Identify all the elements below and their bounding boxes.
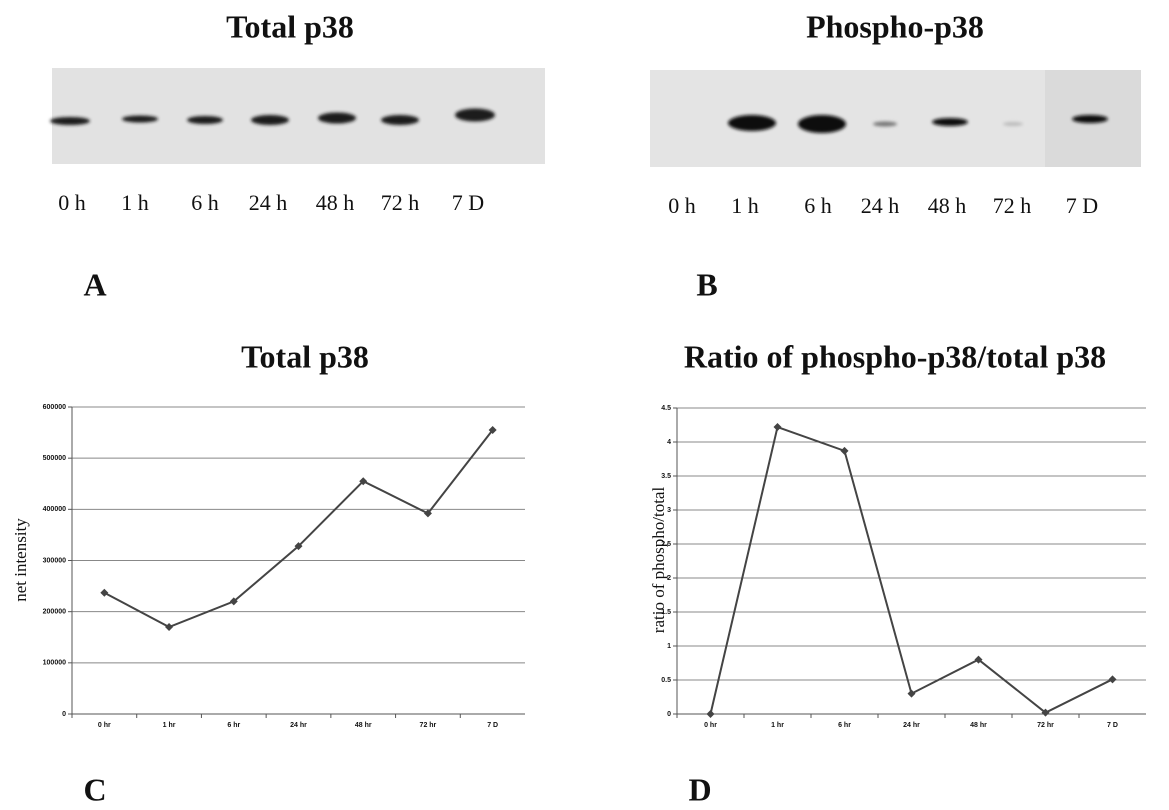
x-tick-label: 1 hr <box>771 722 784 729</box>
lane-label: 1 h <box>731 193 759 218</box>
x-tick-label: 7 D <box>1107 722 1118 729</box>
y-tick-label: 0.5 <box>661 677 671 684</box>
x-tick-label: 72 hr <box>1037 722 1054 729</box>
figure: Total p38 Phospho-p38 A B 0 h 1 h 6 h 24 h 4… <box>0 0 1169 810</box>
y-tick-label: 100000 <box>43 660 66 667</box>
data-point <box>908 690 916 698</box>
data-point <box>100 589 108 597</box>
y-axis-label: net intensity <box>11 518 30 602</box>
panel-label: C <box>83 771 106 807</box>
y-tick-label: 300000 <box>43 557 66 564</box>
y-tick-label: 0 <box>667 711 671 718</box>
x-tick-label: 48 hr <box>355 722 372 729</box>
data-point <box>707 710 715 718</box>
blot-title: Total p38 <box>226 8 354 44</box>
lane-label: 1 h <box>121 190 149 215</box>
lane-label: 24 h <box>861 193 900 218</box>
lane-label: 72 h <box>993 193 1032 218</box>
y-tick-label: 1 <box>667 643 671 650</box>
data-point <box>841 447 849 455</box>
x-tick-label: 6 hr <box>838 722 851 729</box>
lane-label: 24 h <box>249 190 288 215</box>
lane-label: 6 h <box>191 190 219 215</box>
x-tick-label: 0 hr <box>704 722 717 729</box>
y-tick-label: 500000 <box>43 455 66 462</box>
x-tick-label: 72 hr <box>420 722 437 729</box>
y-tick-label: 2 <box>667 575 671 582</box>
y-tick-label: 200000 <box>43 609 66 616</box>
chart-title: Total p38 <box>241 338 369 374</box>
y-tick-label: 4 <box>667 439 671 446</box>
y-tick-label: 400000 <box>43 506 66 513</box>
data-point <box>1109 675 1117 683</box>
data-line <box>711 427 1113 714</box>
data-point <box>165 623 173 631</box>
x-tick-label: 24 hr <box>290 722 307 729</box>
chart-title: Ratio of phospho-p38/total p38 <box>684 338 1106 374</box>
blot-image <box>650 70 1045 167</box>
lane-label: 7 D <box>1066 193 1098 218</box>
panel-label: D <box>688 771 711 807</box>
data-line <box>104 430 492 627</box>
x-tick-label: 1 hr <box>163 722 176 729</box>
lane-label: 72 h <box>381 190 420 215</box>
y-tick-label: 3 <box>667 507 671 514</box>
x-tick-label: 48 hr <box>970 722 987 729</box>
y-tick-label: 0 <box>62 711 66 718</box>
lane-label: 0 h <box>668 193 696 218</box>
panel-label: A <box>83 266 106 302</box>
panel-label: B <box>696 266 717 302</box>
data-point <box>774 423 782 431</box>
y-tick-label: 3.5 <box>661 473 671 480</box>
x-tick-label: 7 D <box>487 722 498 729</box>
y-tick-label: 600000 <box>43 404 66 411</box>
lane-label: 6 h <box>804 193 832 218</box>
lane-label: 48 h <box>928 193 967 218</box>
blot-title: Phospho-p38 <box>806 8 984 44</box>
lane-label: 0 h <box>58 190 86 215</box>
x-tick-label: 6 hr <box>227 722 240 729</box>
y-tick-label: 1.5 <box>661 609 671 616</box>
x-tick-label: 24 hr <box>903 722 920 729</box>
y-tick-label: 2.5 <box>661 541 671 548</box>
x-tick-label: 0 hr <box>98 722 111 729</box>
lane-label: 48 h <box>316 190 355 215</box>
y-tick-label: 4.5 <box>661 405 671 412</box>
lane-label: 7 D <box>452 190 484 215</box>
